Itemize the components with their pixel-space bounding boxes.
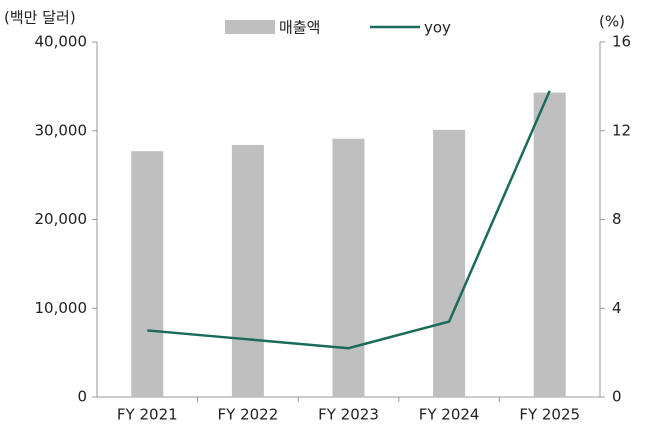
y-tick-label: 10,000 (35, 299, 88, 317)
x-tick-label: FY 2022 (218, 406, 279, 424)
y2-tick-label: 8 (612, 210, 622, 228)
x-tick-label: FY 2024 (419, 406, 480, 424)
bar (433, 129, 466, 398)
y2-axis-label: (%) (599, 13, 625, 31)
bar (131, 151, 164, 397)
y-tick-label: 30,000 (35, 121, 88, 139)
y2-tick-label: 0 (612, 388, 622, 406)
line-series (147, 90, 551, 350)
x-tick-label: FY 2023 (318, 406, 379, 424)
legend-label: yoy (424, 19, 451, 37)
y2-tick-label: 4 (612, 299, 622, 317)
y-axis-label: (백만 달러) (4, 9, 76, 27)
legend-label: 매출액 (279, 19, 320, 37)
y2-tick-label: 12 (612, 121, 631, 139)
bar (231, 144, 264, 397)
y-tick-label: 40,000 (35, 33, 88, 51)
x-tick-label: FY 2025 (519, 406, 580, 424)
legend-swatch (225, 20, 275, 34)
bar (332, 138, 365, 398)
y-tick-label: 20,000 (35, 210, 88, 228)
bar (533, 92, 566, 398)
x-tick-label: FY 2021 (117, 406, 178, 424)
y-tick-label: 0 (77, 388, 87, 406)
y2-tick-label: 16 (612, 33, 631, 51)
